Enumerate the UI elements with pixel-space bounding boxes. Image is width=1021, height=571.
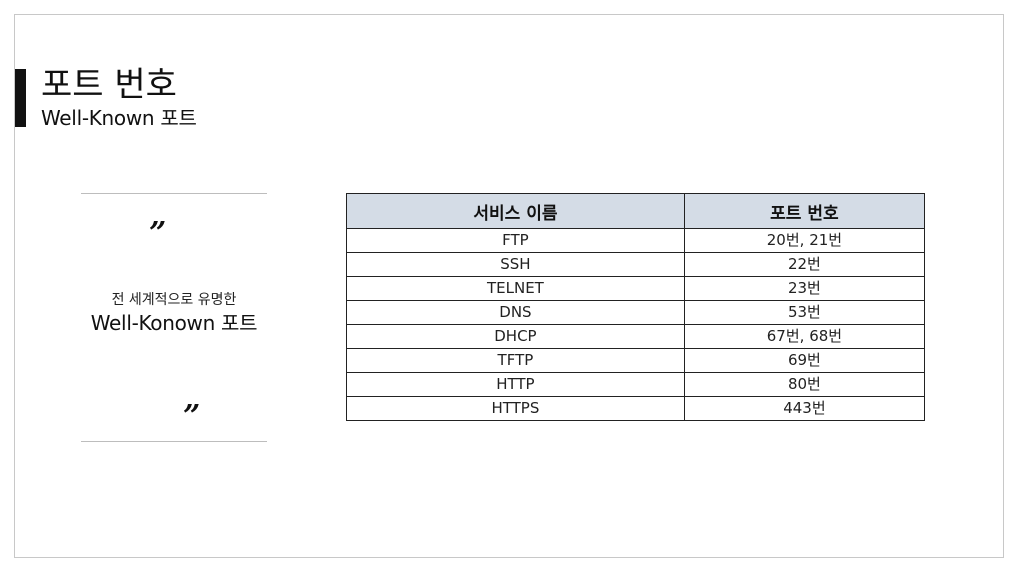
table-row: FTP 20번, 21번: [346, 228, 926, 253]
table-row: DHCP 67번, 68번: [346, 324, 926, 349]
header-port-number: 포트 번호: [683, 193, 926, 229]
header-service-name: 서비스 이름: [346, 193, 685, 229]
service-cell: SSH: [346, 252, 685, 277]
service-cell: TELNET: [346, 276, 685, 301]
page-subtitle: Well-Known 포트: [41, 106, 197, 130]
quote-text-line2: Well-Konown 포트: [90, 311, 258, 335]
service-cell: DHCP: [346, 324, 685, 349]
table-row: TFTP 69번: [346, 348, 926, 373]
service-cell: HTTP: [346, 372, 685, 397]
port-cell: 20번, 21번: [683, 228, 926, 253]
port-cell: 443번: [683, 396, 926, 421]
port-cell: 23번: [683, 276, 926, 301]
close-quote-mark: ”: [183, 399, 201, 434]
service-cell: TFTP: [346, 348, 685, 373]
port-table: 서비스 이름 포트 번호 FTP 20번, 21번 SSH 22번 TELNET…: [346, 193, 926, 421]
page-title: 포트 번호: [41, 65, 177, 105]
port-cell: 22번: [683, 252, 926, 277]
port-cell: 67번, 68번: [683, 324, 926, 349]
table-row: HTTP 80번: [346, 372, 926, 397]
port-cell: 53번: [683, 300, 926, 325]
service-cell: HTTPS: [346, 396, 685, 421]
service-cell: DNS: [346, 300, 685, 325]
table-row: TELNET 23번: [346, 276, 926, 301]
service-cell: FTP: [346, 228, 685, 253]
table-row: HTTPS 443번: [346, 396, 926, 421]
table-header-row: 서비스 이름 포트 번호: [346, 193, 926, 229]
quote-bottom-divider: [81, 441, 267, 442]
port-cell: 80번: [683, 372, 926, 397]
port-cell: 69번: [683, 348, 926, 373]
quote-text-line1: 전 세계적으로 유명한: [111, 292, 237, 308]
table-row: DNS 53번: [346, 300, 926, 325]
table-row: SSH 22번: [346, 252, 926, 277]
title-accent-bar: [15, 69, 26, 127]
quote-top-divider: [81, 193, 267, 194]
slide: 포트 번호 Well-Known 포트 ” 전 세계적으로 유명한 Well-K…: [14, 14, 1004, 558]
open-quote-mark: ”: [149, 216, 167, 251]
